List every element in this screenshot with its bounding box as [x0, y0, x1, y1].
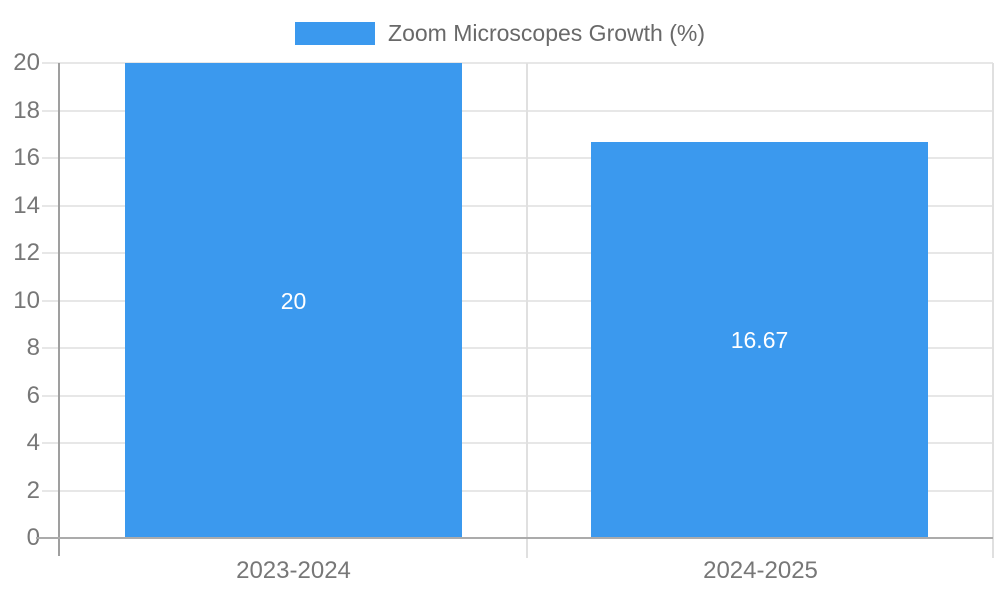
y-gridline: [42, 110, 993, 112]
y-gridline: [42, 395, 993, 397]
bar: [591, 142, 928, 538]
y-gridline: [42, 490, 993, 492]
x-tick-label: 2024-2025: [703, 557, 818, 584]
legend-swatch: [295, 22, 376, 45]
bar-value-label: 16.67: [730, 327, 789, 353]
x-tick-label: 2023-2024: [236, 557, 351, 584]
y-tick-label: 10: [13, 287, 40, 314]
y-tick-label: 12: [13, 239, 40, 266]
y-gridline: [42, 205, 993, 207]
y-gridline: [42, 442, 993, 444]
y-tick-label: 14: [13, 192, 40, 219]
y-gridline: [42, 157, 993, 159]
y-tick-label: 6: [26, 382, 40, 409]
y-gridline: [42, 300, 993, 302]
category-separator: [992, 63, 994, 558]
chart-legend: Zoom Microscopes Growth (%): [0, 20, 1000, 47]
y-tick-label: 0: [26, 524, 40, 551]
y-gridline: [42, 347, 993, 349]
y-gridline: [42, 252, 993, 254]
x-axis-line: [36, 537, 993, 539]
bar: [125, 63, 462, 538]
y-tick-label: 2: [26, 477, 40, 504]
y-axis-line: [58, 63, 60, 556]
y-tick-label: 8: [26, 334, 40, 361]
y-tick-label: 20: [13, 49, 40, 76]
y-tick-label: 18: [13, 97, 40, 124]
legend-label: Zoom Microscopes Growth (%): [388, 20, 705, 46]
y-tick-label: 4: [26, 429, 40, 456]
y-gridline: [42, 62, 993, 64]
bar-value-label: 20: [280, 288, 307, 314]
category-separator: [526, 63, 528, 558]
y-tick-label: 16: [13, 144, 40, 171]
